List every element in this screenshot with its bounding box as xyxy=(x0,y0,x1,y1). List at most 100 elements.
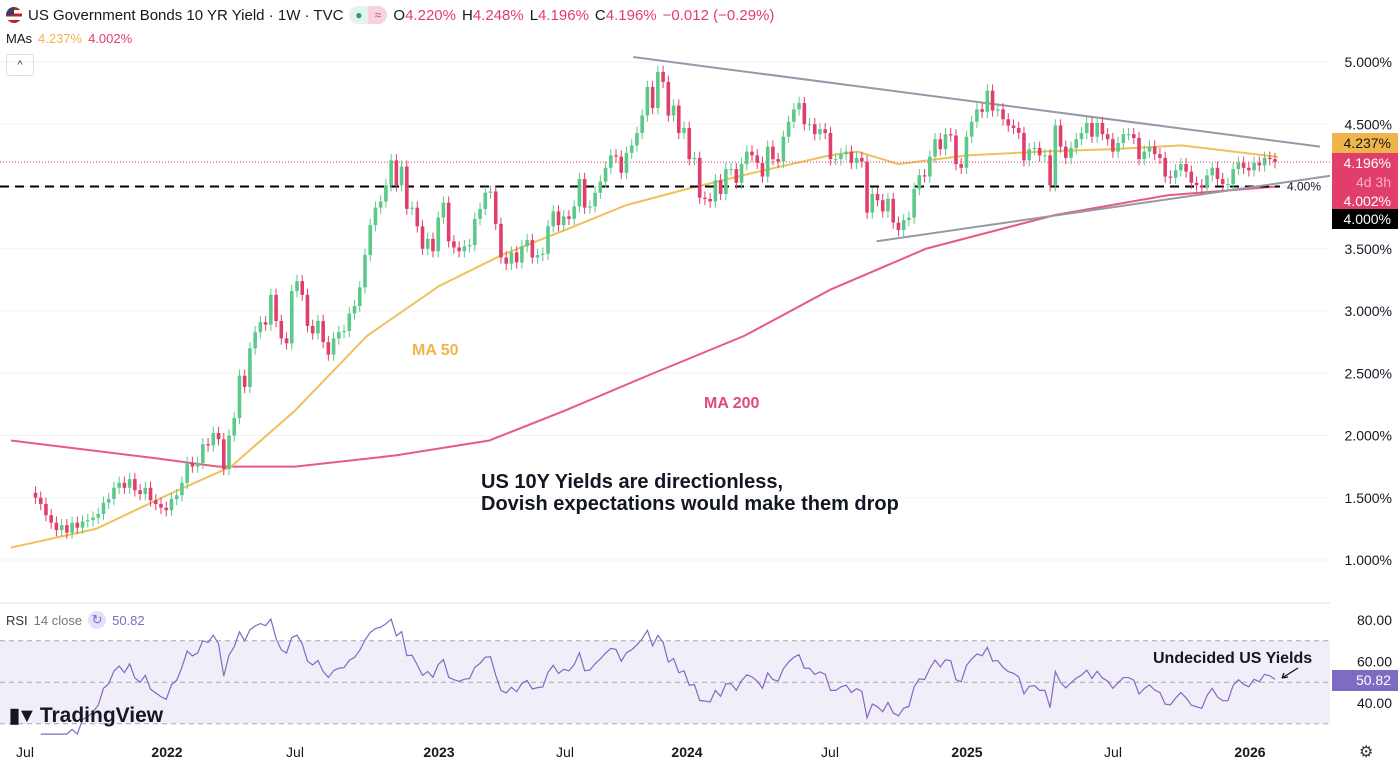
candle-body xyxy=(729,169,733,171)
candle-body xyxy=(1205,175,1209,188)
level-badge: 4.000% xyxy=(1332,209,1398,229)
candle-body xyxy=(948,134,953,136)
candle-body xyxy=(760,162,765,177)
candle-body xyxy=(1168,176,1173,178)
refresh-icon[interactable]: ↻ xyxy=(88,611,107,629)
candle-body xyxy=(117,482,121,488)
candle-body xyxy=(964,136,969,168)
candle-body xyxy=(1236,162,1241,170)
time-tick-label: 2023 xyxy=(423,744,454,760)
candle-body xyxy=(1074,139,1079,148)
candle-body xyxy=(310,325,315,334)
candle-body xyxy=(499,223,503,258)
candle-body xyxy=(676,105,681,133)
candle-body xyxy=(127,479,132,488)
candle-body xyxy=(300,281,305,295)
ma50-annotation: MA 50 xyxy=(412,342,459,359)
candle-body xyxy=(629,145,634,153)
candle-body xyxy=(687,127,692,160)
candle-body xyxy=(781,136,786,162)
candle-body xyxy=(530,240,535,258)
candle-body xyxy=(865,161,869,213)
candle-body xyxy=(703,197,707,199)
candle-body xyxy=(1011,125,1016,128)
price-tick-label: 2.000% xyxy=(1345,428,1392,444)
candle-body xyxy=(1053,125,1058,186)
candle-body xyxy=(645,86,650,116)
candle-body xyxy=(996,109,1000,111)
candle-body xyxy=(880,200,885,212)
candle-body xyxy=(608,155,613,168)
candle-body xyxy=(316,320,320,334)
candle-body xyxy=(85,520,90,522)
candle-body xyxy=(582,179,587,208)
symbol-title[interactable]: US Government Bonds 10 YR Yield · 1W · T… xyxy=(28,6,344,24)
candle-body xyxy=(1037,147,1042,156)
candle-body xyxy=(1058,125,1063,147)
ma50-badge-bg xyxy=(1332,133,1398,153)
candle-body xyxy=(938,139,943,150)
candle-body xyxy=(1027,149,1031,161)
candle-body xyxy=(91,517,95,521)
price-badge-text: 4.196% xyxy=(1344,155,1391,171)
candle-body xyxy=(1194,182,1199,186)
rsi-value: 50.82 xyxy=(112,612,145,628)
time-tick-label: Jul xyxy=(286,744,304,760)
ohlc-low: L4.196% xyxy=(529,6,589,24)
rsi-legend[interactable]: RSI 14 close ↻ 50.82 xyxy=(6,611,145,629)
candle-body xyxy=(828,132,833,160)
candle-body xyxy=(1173,170,1178,178)
candle-body xyxy=(823,129,828,133)
market-open-dot-icon: ● xyxy=(349,6,369,24)
candle-body xyxy=(739,164,744,183)
candle-body xyxy=(1179,164,1183,171)
candle-body xyxy=(185,462,189,483)
candle-body xyxy=(771,146,775,160)
ma-legend[interactable]: MAs 4.237% 4.002% xyxy=(6,31,132,46)
candle-body xyxy=(410,207,414,209)
candle-body xyxy=(1215,167,1220,180)
candle-body xyxy=(551,211,556,227)
candle-body xyxy=(279,320,284,339)
candle-body xyxy=(969,121,974,137)
candle-body xyxy=(462,246,467,252)
candle-body xyxy=(493,191,498,224)
candle-body xyxy=(912,188,916,218)
candle-body xyxy=(985,90,990,112)
candle-body xyxy=(70,522,74,533)
candle-body xyxy=(33,492,38,498)
candle-body xyxy=(535,254,540,258)
candle-body xyxy=(1001,109,1005,120)
candle-body xyxy=(1111,139,1115,152)
market-status-pill[interactable]: ● ≈ xyxy=(349,6,388,24)
candle-body xyxy=(1116,142,1120,152)
candle-body xyxy=(520,246,524,263)
candle-body xyxy=(1210,167,1215,176)
candle-body xyxy=(619,156,624,173)
upper-trendline xyxy=(633,56,1321,148)
symbol-header: US Government Bonds 10 YR Yield · 1W · T… xyxy=(6,6,774,24)
delayed-icon: ≈ xyxy=(368,6,388,24)
candle-body xyxy=(321,320,325,343)
price-change: −0.012 (−0.29%) xyxy=(662,6,775,24)
candle-body xyxy=(180,482,184,496)
candle-body xyxy=(567,216,571,219)
price-badge: 4.196% 4d 3h 4.002% xyxy=(1332,153,1398,209)
candle-body xyxy=(394,160,399,186)
candle-body xyxy=(1147,146,1152,152)
candle-body xyxy=(896,222,901,231)
candle-body xyxy=(943,134,948,150)
collapse-legend-button[interactable]: ^ xyxy=(6,54,34,76)
candle-body xyxy=(802,103,807,125)
candle-body xyxy=(384,185,388,202)
candle-body xyxy=(232,418,237,436)
candle-body xyxy=(143,487,148,495)
tradingview-logo[interactable]: ▮▼ TradingView xyxy=(9,703,163,728)
candle-body xyxy=(420,226,425,249)
candle-body xyxy=(446,202,451,242)
candle-body xyxy=(253,332,257,349)
settings-icon[interactable]: ⚙ xyxy=(1359,744,1374,761)
price-tick-label: 1.000% xyxy=(1345,552,1392,568)
